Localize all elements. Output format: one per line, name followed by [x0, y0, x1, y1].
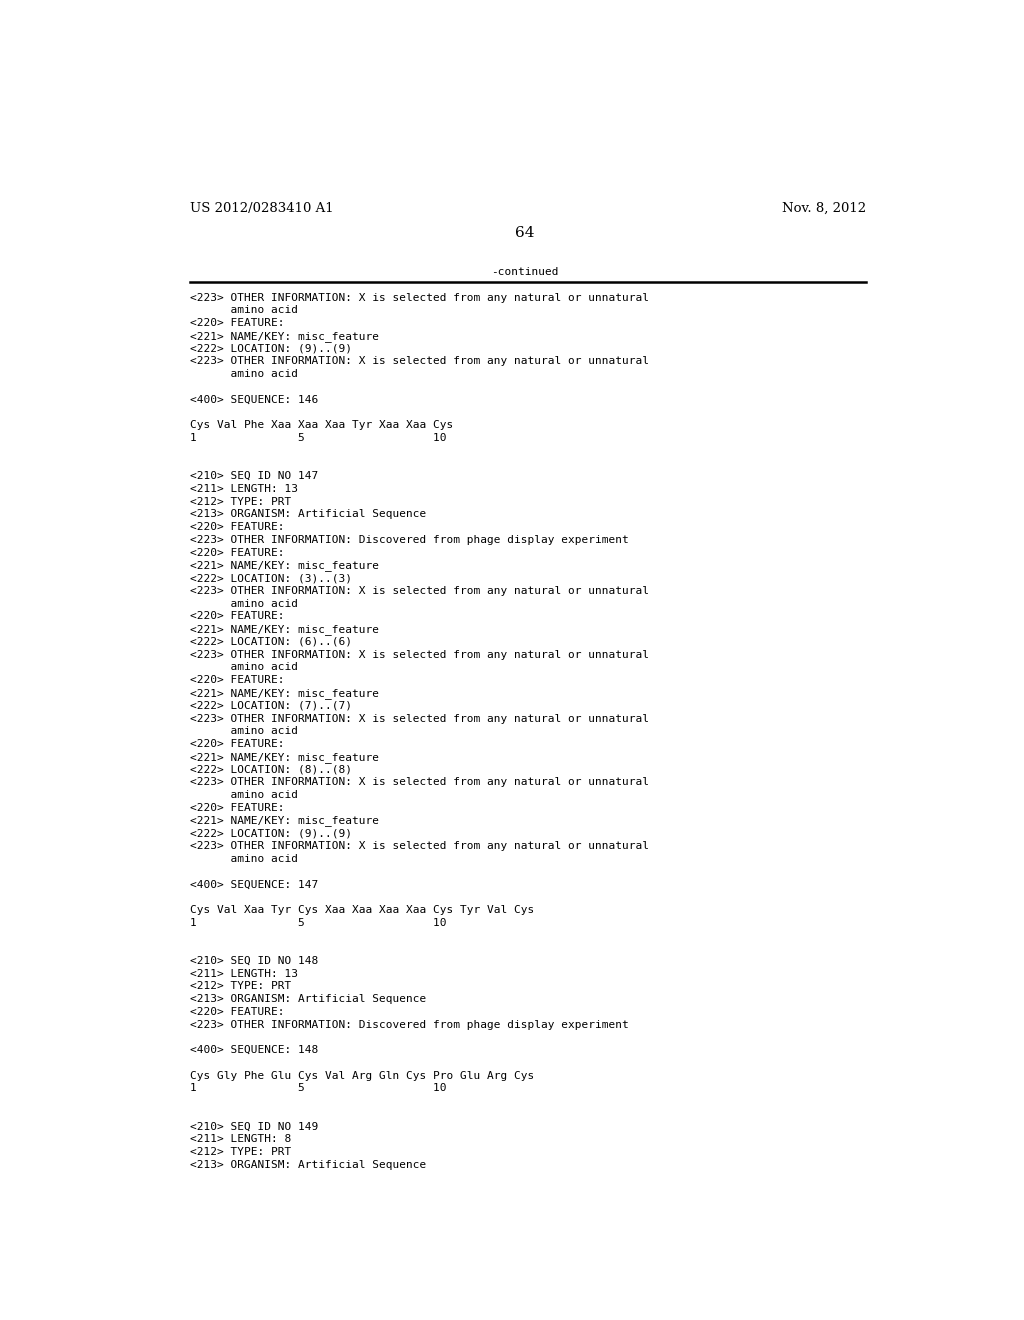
- Text: <223> OTHER INFORMATION: X is selected from any natural or unnatural: <223> OTHER INFORMATION: X is selected f…: [189, 649, 649, 660]
- Text: <212> TYPE: PRT: <212> TYPE: PRT: [189, 981, 291, 991]
- Text: amino acid: amino acid: [189, 599, 298, 609]
- Text: <210> SEQ ID NO 149: <210> SEQ ID NO 149: [189, 1122, 318, 1131]
- Text: amino acid: amino acid: [189, 854, 298, 863]
- Text: 1               5                   10: 1 5 10: [189, 1084, 446, 1093]
- Text: amino acid: amino acid: [189, 663, 298, 672]
- Text: <220> FEATURE:: <220> FEATURE:: [189, 676, 285, 685]
- Text: <221> NAME/KEY: misc_feature: <221> NAME/KEY: misc_feature: [189, 816, 379, 826]
- Text: <220> FEATURE:: <220> FEATURE:: [189, 611, 285, 622]
- Text: <222> LOCATION: (7)..(7): <222> LOCATION: (7)..(7): [189, 701, 352, 710]
- Text: <223> OTHER INFORMATION: X is selected from any natural or unnatural: <223> OTHER INFORMATION: X is selected f…: [189, 356, 649, 367]
- Text: <223> OTHER INFORMATION: X is selected from any natural or unnatural: <223> OTHER INFORMATION: X is selected f…: [189, 714, 649, 723]
- Text: amino acid: amino acid: [189, 370, 298, 379]
- Text: -continued: -continued: [492, 267, 558, 277]
- Text: amino acid: amino acid: [189, 305, 298, 315]
- Text: <223> OTHER INFORMATION: X is selected from any natural or unnatural: <223> OTHER INFORMATION: X is selected f…: [189, 586, 649, 595]
- Text: <220> FEATURE:: <220> FEATURE:: [189, 523, 285, 532]
- Text: <223> OTHER INFORMATION: X is selected from any natural or unnatural: <223> OTHER INFORMATION: X is selected f…: [189, 777, 649, 787]
- Text: <212> TYPE: PRT: <212> TYPE: PRT: [189, 1147, 291, 1158]
- Text: <220> FEATURE:: <220> FEATURE:: [189, 1007, 285, 1016]
- Text: <221> NAME/KEY: misc_feature: <221> NAME/KEY: misc_feature: [189, 561, 379, 572]
- Text: <220> FEATURE:: <220> FEATURE:: [189, 318, 285, 329]
- Text: <222> LOCATION: (3)..(3): <222> LOCATION: (3)..(3): [189, 573, 352, 583]
- Text: <211> LENGTH: 13: <211> LENGTH: 13: [189, 484, 298, 494]
- Text: <210> SEQ ID NO 147: <210> SEQ ID NO 147: [189, 471, 318, 482]
- Text: <212> TYPE: PRT: <212> TYPE: PRT: [189, 496, 291, 507]
- Text: <220> FEATURE:: <220> FEATURE:: [189, 548, 285, 557]
- Text: <221> NAME/KEY: misc_feature: <221> NAME/KEY: misc_feature: [189, 331, 379, 342]
- Text: <222> LOCATION: (9)..(9): <222> LOCATION: (9)..(9): [189, 829, 352, 838]
- Text: <223> OTHER INFORMATION: Discovered from phage display experiment: <223> OTHER INFORMATION: Discovered from…: [189, 535, 629, 545]
- Text: 1               5                   10: 1 5 10: [189, 917, 446, 928]
- Text: <400> SEQUENCE: 147: <400> SEQUENCE: 147: [189, 879, 318, 890]
- Text: Cys Val Xaa Tyr Cys Xaa Xaa Xaa Xaa Cys Tyr Val Cys: Cys Val Xaa Tyr Cys Xaa Xaa Xaa Xaa Cys …: [189, 904, 535, 915]
- Text: <220> FEATURE:: <220> FEATURE:: [189, 803, 285, 813]
- Text: amino acid: amino acid: [189, 791, 298, 800]
- Text: <213> ORGANISM: Artificial Sequence: <213> ORGANISM: Artificial Sequence: [189, 994, 426, 1005]
- Text: <222> LOCATION: (6)..(6): <222> LOCATION: (6)..(6): [189, 638, 352, 647]
- Text: amino acid: amino acid: [189, 726, 298, 737]
- Text: <223> OTHER INFORMATION: Discovered from phage display experiment: <223> OTHER INFORMATION: Discovered from…: [189, 1019, 629, 1030]
- Text: US 2012/0283410 A1: US 2012/0283410 A1: [189, 202, 334, 215]
- Text: 64: 64: [515, 227, 535, 240]
- Text: <210> SEQ ID NO 148: <210> SEQ ID NO 148: [189, 956, 318, 966]
- Text: <221> NAME/KEY: misc_feature: <221> NAME/KEY: misc_feature: [189, 688, 379, 698]
- Text: <220> FEATURE:: <220> FEATURE:: [189, 739, 285, 748]
- Text: Cys Gly Phe Glu Cys Val Arg Gln Cys Pro Glu Arg Cys: Cys Gly Phe Glu Cys Val Arg Gln Cys Pro …: [189, 1071, 535, 1081]
- Text: <221> NAME/KEY: misc_feature: <221> NAME/KEY: misc_feature: [189, 752, 379, 763]
- Text: <400> SEQUENCE: 148: <400> SEQUENCE: 148: [189, 1045, 318, 1055]
- Text: Cys Val Phe Xaa Xaa Xaa Tyr Xaa Xaa Cys: Cys Val Phe Xaa Xaa Xaa Tyr Xaa Xaa Cys: [189, 420, 454, 430]
- Text: <222> LOCATION: (8)..(8): <222> LOCATION: (8)..(8): [189, 764, 352, 775]
- Text: 1               5                   10: 1 5 10: [189, 433, 446, 444]
- Text: Nov. 8, 2012: Nov. 8, 2012: [782, 202, 866, 215]
- Text: <223> OTHER INFORMATION: X is selected from any natural or unnatural: <223> OTHER INFORMATION: X is selected f…: [189, 293, 649, 302]
- Text: <213> ORGANISM: Artificial Sequence: <213> ORGANISM: Artificial Sequence: [189, 1160, 426, 1170]
- Text: <221> NAME/KEY: misc_feature: <221> NAME/KEY: misc_feature: [189, 624, 379, 635]
- Text: <211> LENGTH: 13: <211> LENGTH: 13: [189, 969, 298, 978]
- Text: <213> ORGANISM: Artificial Sequence: <213> ORGANISM: Artificial Sequence: [189, 510, 426, 519]
- Text: <223> OTHER INFORMATION: X is selected from any natural or unnatural: <223> OTHER INFORMATION: X is selected f…: [189, 841, 649, 851]
- Text: <211> LENGTH: 8: <211> LENGTH: 8: [189, 1134, 291, 1144]
- Text: <400> SEQUENCE: 146: <400> SEQUENCE: 146: [189, 395, 318, 405]
- Text: <222> LOCATION: (9)..(9): <222> LOCATION: (9)..(9): [189, 343, 352, 354]
